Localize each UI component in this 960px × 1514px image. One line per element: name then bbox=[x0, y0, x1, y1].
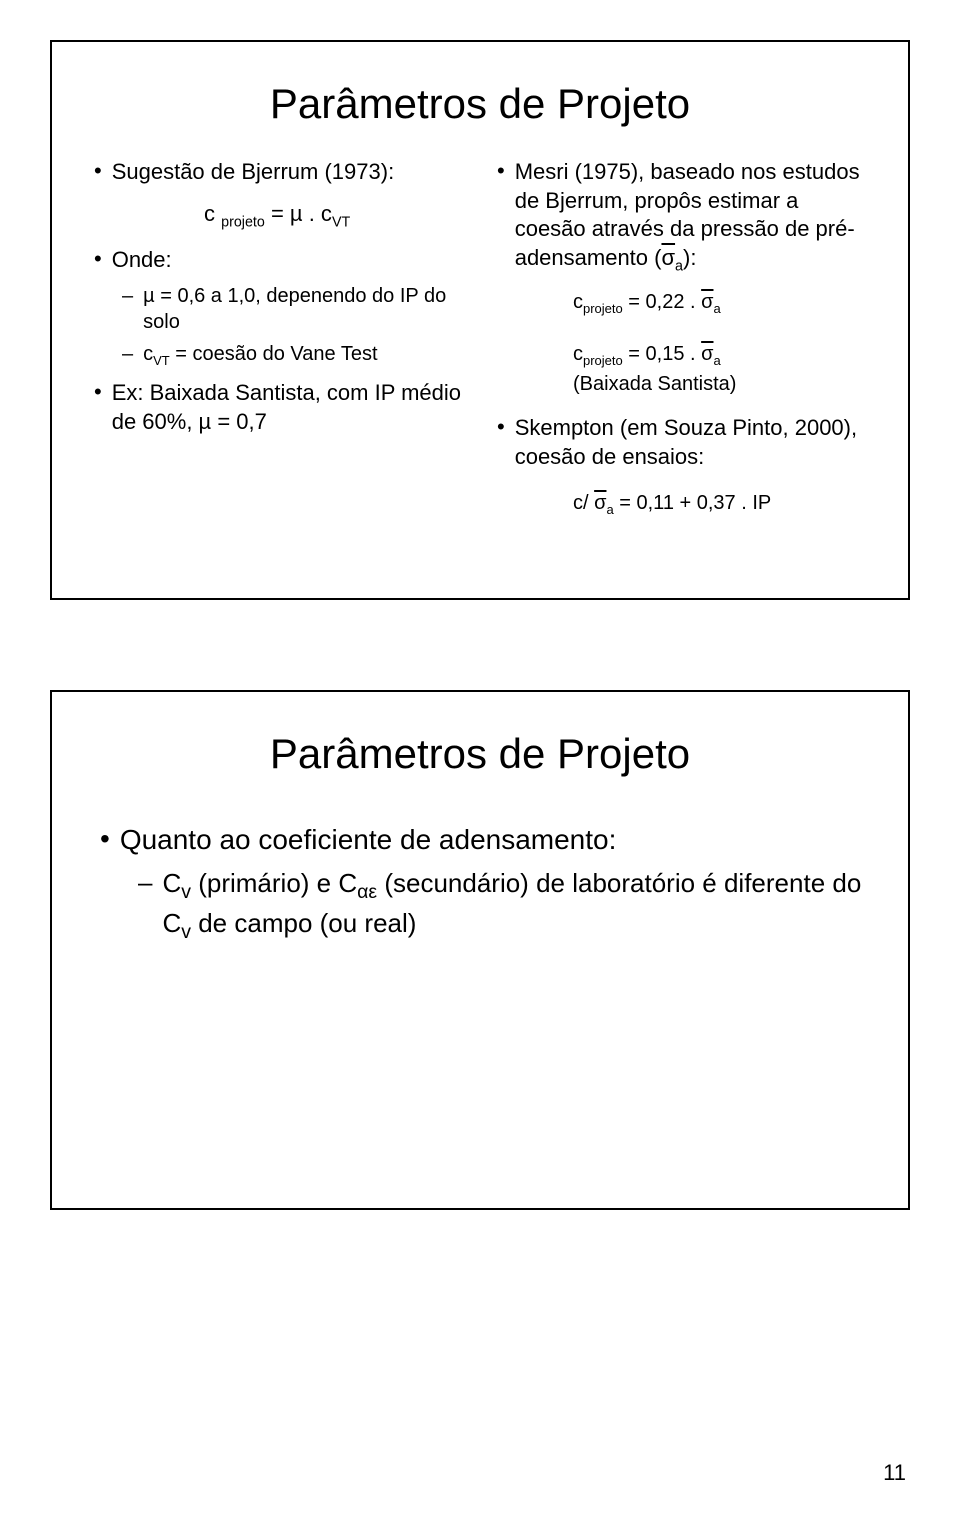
bullet-dot-icon: • bbox=[94, 158, 102, 184]
bullet-coef: • Quanto ao coeficiente de adensamento: bbox=[100, 822, 866, 858]
text: µ = 0,6 a 1,0, depenendo do IP do solo bbox=[143, 283, 463, 335]
text: cVT = coesão do Vane Test bbox=[143, 341, 377, 370]
slide1-right-col: • Mesri (1975), baseado nos estudos de B… bbox=[497, 150, 866, 520]
sigma: σ bbox=[661, 245, 675, 270]
text: Ex: Baixada Santista, com IP médio de 60… bbox=[112, 379, 463, 436]
t: = coesão do Vane Test bbox=[170, 343, 378, 365]
bullet-bjerrum: • Sugestão de Bjerrum (1973): bbox=[94, 158, 463, 187]
t: αε bbox=[357, 882, 377, 904]
page-number: 11 bbox=[883, 1460, 906, 1486]
bullet-dot-icon: • bbox=[100, 822, 110, 856]
t: c/ bbox=[573, 492, 594, 514]
subbullet-cvt: – cVT = coesão do Vane Test bbox=[122, 341, 463, 370]
sigma: σ bbox=[594, 492, 606, 514]
eq-sub: VT bbox=[332, 214, 350, 230]
equation-cprojeto: c projeto = µ . cVT bbox=[204, 199, 463, 232]
t: = 0,22 . bbox=[623, 291, 701, 313]
t: projeto bbox=[583, 353, 623, 368]
sigma: σ bbox=[701, 343, 713, 365]
t: C bbox=[162, 868, 181, 898]
subbullet-mu: – µ = 0,6 a 1,0, depenendo do IP do solo bbox=[122, 283, 463, 335]
bullet-dot-icon: • bbox=[94, 379, 102, 405]
dash-icon: – bbox=[138, 866, 152, 900]
t: c bbox=[573, 291, 583, 313]
text: Skempton (em Souza Pinto, 2000), coesão … bbox=[515, 414, 866, 471]
text: Cv (primário) e Cαε (secundário) de labo… bbox=[162, 866, 866, 945]
text: Onde: bbox=[112, 246, 172, 275]
t: c bbox=[573, 343, 583, 365]
t: de campo (ou real) bbox=[191, 908, 416, 938]
bullet-skempton: • Skempton (em Souza Pinto, 2000), coesã… bbox=[497, 414, 866, 471]
bullet-ex-baixada: • Ex: Baixada Santista, com IP médio de … bbox=[94, 379, 463, 436]
bullet-dot-icon: • bbox=[94, 246, 102, 272]
t: projeto bbox=[583, 301, 623, 316]
slide1-title: Parâmetros de Projeto bbox=[94, 80, 866, 128]
eq-015: cprojeto = 0,15 . σa (Baixada Santista) bbox=[573, 340, 866, 398]
bullet-mesri: • Mesri (1975), baseado nos estudos de B… bbox=[497, 158, 866, 276]
slide-1: Parâmetros de Projeto • Sugestão de Bjer… bbox=[50, 40, 910, 600]
eq-sub: projeto bbox=[221, 214, 265, 230]
t: a bbox=[713, 301, 720, 316]
t: = 0,15 . bbox=[623, 343, 701, 365]
t: v bbox=[181, 921, 191, 943]
t: VT bbox=[153, 353, 170, 368]
subbullet-cv: – Cv (primário) e Cαε (secundário) de la… bbox=[138, 866, 866, 945]
dash-icon: – bbox=[122, 341, 133, 367]
eq-part: c bbox=[204, 201, 221, 226]
t: (Baixada Santista) bbox=[573, 373, 736, 395]
t: a bbox=[675, 258, 683, 274]
slide1-columns: • Sugestão de Bjerrum (1973): c projeto … bbox=[94, 150, 866, 520]
t: c bbox=[143, 343, 153, 365]
t: v bbox=[181, 882, 191, 904]
bullet-onde: • Onde: bbox=[94, 246, 463, 275]
dash-icon: – bbox=[122, 283, 133, 309]
slide-2: Parâmetros de Projeto • Quanto ao coefic… bbox=[50, 690, 910, 1210]
bullet-dot-icon: • bbox=[497, 414, 505, 440]
t: (primário) e C bbox=[191, 868, 357, 898]
text: Mesri (1975), baseado nos estudos de Bje… bbox=[515, 158, 866, 276]
bullet-dot-icon: • bbox=[497, 158, 505, 184]
t: a bbox=[713, 353, 720, 368]
eq-part: = µ . c bbox=[265, 201, 332, 226]
text: Sugestão de Bjerrum (1973): bbox=[112, 158, 395, 187]
eq-022: cprojeto = 0,22 . σa bbox=[573, 288, 866, 318]
t: = 0,11 + 0,37 . IP bbox=[614, 492, 772, 514]
sigma: σ bbox=[701, 291, 713, 313]
slide2-title: Parâmetros de Projeto bbox=[94, 730, 866, 778]
eq-ip: c/ σa = 0,11 + 0,37 . IP bbox=[573, 489, 866, 519]
t: ): bbox=[683, 245, 696, 270]
t: a bbox=[606, 502, 613, 517]
slide1-left-col: • Sugestão de Bjerrum (1973): c projeto … bbox=[94, 150, 463, 520]
text: Quanto ao coeficiente de adensamento: bbox=[120, 822, 617, 858]
